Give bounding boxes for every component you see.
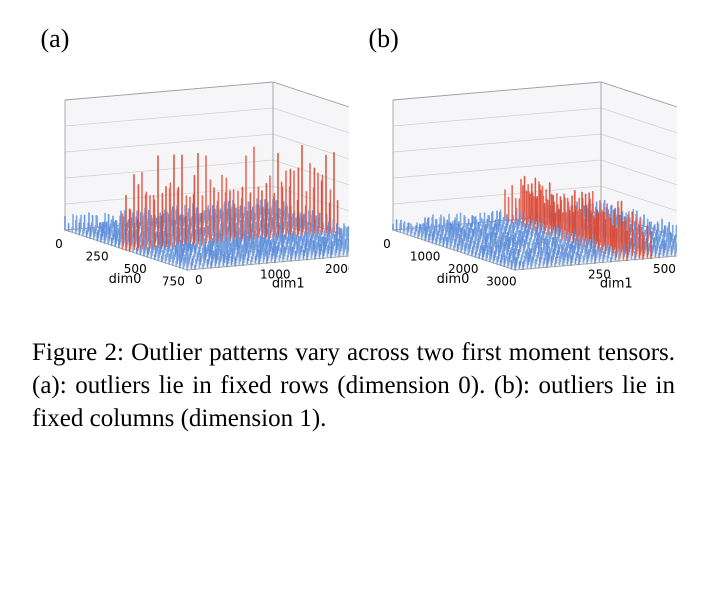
- svg-text:3000: 3000: [486, 275, 517, 289]
- svg-text:dim0: dim0: [108, 272, 141, 287]
- caption-body: Outlier patterns vary across two first m…: [32, 339, 675, 432]
- svg-text:dim1: dim1: [271, 277, 304, 292]
- svg-text:0: 0: [383, 237, 391, 251]
- svg-text:0: 0: [195, 273, 203, 287]
- svg-text:250: 250: [85, 250, 108, 264]
- figure-caption: Figure 2: Outlier patterns vary across t…: [30, 336, 677, 435]
- svg-text:1000: 1000: [409, 250, 440, 264]
- panel-a: (a) 0.20.40.60.81.00250500750dim00100020…: [31, 18, 349, 318]
- svg-text:750: 750: [161, 275, 184, 289]
- svg-text:dim1: dim1: [599, 277, 632, 292]
- caption-prefix: Figure 2:: [32, 339, 124, 366]
- panel-b: (b) 0.20.40.60.81.00100020003000dim02505…: [359, 18, 677, 318]
- plot-3d-a: 0.20.40.60.81.00250500750dim001000200030…: [31, 48, 349, 318]
- svg-text:dim0: dim0: [436, 272, 469, 287]
- svg-text:500: 500: [653, 262, 676, 276]
- figure-row: (a) 0.20.40.60.81.00250500750dim00100020…: [30, 18, 677, 318]
- plot-3d-b: 0.20.40.60.81.00100020003000dim025050075…: [359, 48, 677, 318]
- svg-text:2000: 2000: [325, 262, 349, 276]
- svg-text:0: 0: [55, 237, 63, 251]
